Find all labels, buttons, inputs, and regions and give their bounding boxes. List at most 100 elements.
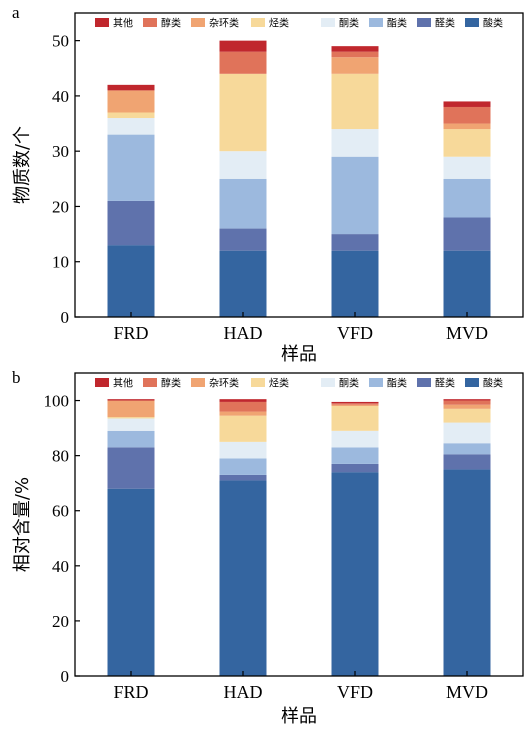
bar-segment-chun-MVD (443, 106, 491, 124)
bar-segment-quan-HAD (219, 228, 267, 251)
bar-stack-HAD (219, 399, 267, 676)
x-tick-label: HAD (224, 682, 263, 702)
bar-stack-VFD (331, 401, 379, 676)
legend: 其他 醇类 杂环类 烃类 酮类 酯类 醛类 酸类 (95, 377, 503, 390)
bar-stack-FRD (107, 399, 155, 676)
plot-frame (74, 12, 524, 318)
bar-stack-HAD (219, 40, 267, 317)
y-tick-label: 20 (52, 197, 69, 216)
legend-label-zahuan: 杂环类 (209, 377, 239, 390)
y-tick-label: 40 (52, 87, 69, 106)
bar-stack-MVD (443, 399, 491, 676)
x-tick-label: MVD (446, 682, 488, 702)
bar-segment-chun-VFD (331, 403, 379, 405)
y-tick-label: 30 (52, 142, 69, 161)
y-tick-label: 80 (52, 447, 69, 466)
y-tick-label: 40 (52, 557, 69, 576)
bar-segment-zhi-HAD (219, 178, 267, 229)
y-tick-label: 0 (61, 667, 70, 686)
bar-segment-quan-MVD (443, 217, 491, 251)
bar-segment-qita-FRD (107, 399, 155, 401)
chart-panel-b: FRD HAD VFD MVD 0 20 40 60 80 100 样品 相对含量/% b 其他 醇类 杂环类… (12, 368, 524, 727)
bar-segment-zahuan-VFD (331, 404, 379, 407)
legend-swatch-tong (321, 378, 335, 387)
bar-segment-tong-FRD (107, 118, 155, 135)
legend-swatch-chun (143, 378, 157, 387)
bar-segment-tong-MVD (443, 422, 491, 444)
bar-segment-suan-VFD (331, 250, 379, 317)
bar-segment-suan-FRD (107, 245, 155, 317)
bar-segment-zhi-VFD (331, 156, 379, 235)
bar-segment-chun-VFD (331, 51, 379, 58)
bar-segment-tong-MVD (443, 156, 491, 179)
legend: 其他 醇类 杂环类 烃类 酮类 酯类 醛类 酸类 (95, 17, 503, 30)
bar-segment-suan-VFD (331, 472, 379, 676)
x-tick-label: MVD (446, 323, 488, 343)
legend-label-chun: 醇类 (161, 377, 181, 390)
legend-label-suan: 酸类 (483, 377, 503, 390)
x-tick-label: VFD (337, 682, 373, 702)
bar-segment-qita-MVD (443, 101, 491, 107)
legend-label-ting: 烃类 (269, 17, 289, 30)
bar-segment-zhi-VFD (331, 447, 379, 464)
legend-label-ting: 烃类 (269, 377, 289, 390)
bar-segment-qita-FRD (107, 84, 155, 91)
bar-segment-ting-HAD (219, 415, 267, 442)
legend-swatch-zhi (369, 378, 383, 387)
bar-segment-chun-HAD (219, 401, 267, 412)
bar-segment-qita-VFD (331, 46, 379, 52)
legend-swatch-zahuan (191, 378, 205, 387)
x-tick-label: FRD (113, 682, 148, 702)
bar-segment-quan-FRD (107, 447, 155, 489)
bar-segment-zhi-FRD (107, 430, 155, 448)
chart-panel-a: FRD HAD VFD MVD 0 10 20 30 40 50 样品 物质数/个 a 其他 醇类 杂环类 烃类… (12, 3, 524, 365)
legend-label-zhi: 酯类 (387, 17, 407, 30)
x-tick-label: VFD (337, 323, 373, 343)
bar-segment-tong-HAD (219, 151, 267, 179)
bar-segment-qita-HAD (219, 40, 267, 52)
bar-segment-zahuan-HAD (219, 411, 267, 416)
bar-segment-zhi-HAD (219, 458, 267, 475)
bar-stack-MVD (443, 101, 491, 317)
legend-swatch-ting (251, 18, 265, 27)
plot-frame (74, 372, 524, 677)
bar-segment-suan-FRD (107, 488, 155, 676)
bar-segment-tong-HAD (219, 441, 267, 459)
bar-segment-quan-FRD (107, 200, 155, 246)
bar-segment-zhi-MVD (443, 178, 491, 218)
bar-segment-ting-HAD (219, 73, 267, 152)
bar-segment-zahuan-MVD (443, 123, 491, 130)
legend-swatch-qita (95, 378, 109, 387)
bar-segment-zahuan-FRD (107, 400, 155, 418)
panel-label: b (12, 368, 21, 387)
legend-swatch-tong (321, 18, 335, 27)
legend-label-zahuan: 杂环类 (209, 17, 239, 30)
y-axis-title: 相对含量/% (12, 477, 33, 572)
bar-stack-FRD (107, 84, 155, 317)
bar-segment-suan-MVD (443, 469, 491, 676)
bar-segment-qita-VFD (331, 401, 379, 404)
legend-label-zhi: 酯类 (387, 377, 407, 390)
legend-swatch-qita (95, 18, 109, 27)
legend-label-qita: 其他 (113, 17, 133, 30)
bar-segment-tong-FRD (107, 418, 155, 431)
y-tick-label: 100 (44, 392, 70, 411)
bar-segment-qita-MVD (443, 399, 491, 401)
legend-label-tong: 酮类 (339, 377, 359, 390)
y-tick-label: 50 (52, 32, 69, 51)
bar-segment-quan-VFD (331, 234, 379, 251)
legend-swatch-suan (465, 378, 479, 387)
y-axis-title: 物质数/个 (12, 126, 33, 204)
y-tick-label: 10 (52, 253, 69, 272)
legend-label-quan: 醛类 (435, 377, 455, 390)
bar-segment-ting-VFD (331, 73, 379, 130)
bar-segment-zahuan-FRD (107, 90, 155, 113)
legend-swatch-zhi (369, 18, 383, 27)
y-tick-label: 20 (52, 612, 69, 631)
x-axis-title: 样品 (281, 706, 317, 727)
bar-segment-quan-MVD (443, 454, 491, 470)
y-tick-label: 60 (52, 502, 69, 521)
bar-segment-tong-VFD (331, 129, 379, 157)
legend-swatch-chun (143, 18, 157, 27)
